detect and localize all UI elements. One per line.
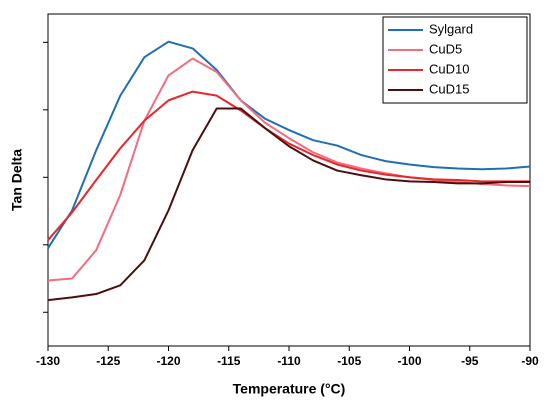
legend-label: CuD10 [429, 61, 469, 76]
x-tick-label: -110 [277, 354, 301, 368]
x-tick-label: -100 [397, 354, 421, 368]
x-tick-label: -105 [337, 354, 361, 368]
x-tick-label: -125 [96, 354, 120, 368]
line [47, 90, 530, 241]
legend-label: CuD15 [429, 81, 469, 96]
x-tick-label: -120 [156, 354, 180, 368]
x-tick-label: -115 [217, 354, 241, 368]
line [47, 57, 531, 282]
x-tick-label: -130 [36, 354, 60, 368]
line [47, 107, 530, 302]
legend: Sylgard CuD5 CuD10 CuD15 [382, 16, 528, 104]
legend-box [382, 16, 528, 104]
x-tick-label: -95 [461, 354, 479, 368]
legend-label: Sylgard [429, 21, 473, 36]
y-axis-label: Tan Delta [9, 149, 25, 211]
line [47, 40, 531, 249]
x-axis-label: Temperature (°C) [233, 381, 346, 397]
legend-label: CuD5 [429, 41, 462, 56]
x-tick-label: -90 [521, 354, 539, 368]
